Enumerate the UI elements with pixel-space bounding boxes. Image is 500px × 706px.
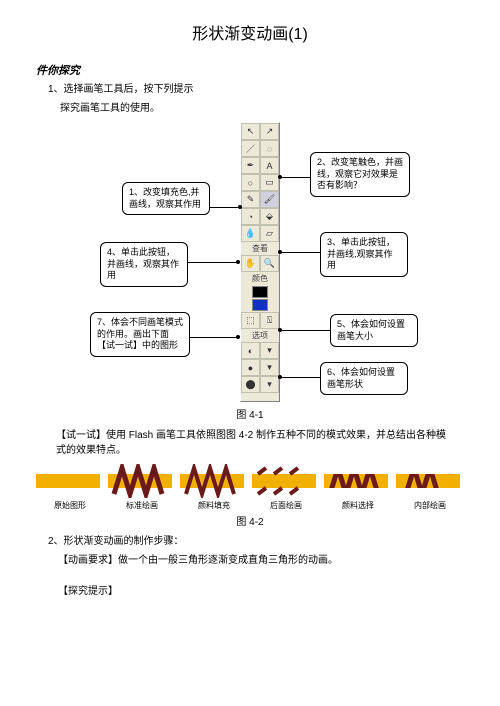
view-label: 查看 xyxy=(241,242,279,255)
callout-7: 7、体会不同画笔模式的作用。画出下面【试一试】中的图形 xyxy=(90,312,190,357)
sample-label-1: 标准绘画 xyxy=(108,500,176,511)
lasso-icon: ◌ xyxy=(260,140,279,157)
sample-3: 后面绘画 xyxy=(252,464,320,511)
node-5 xyxy=(278,328,282,332)
opt2-icon: ▾ xyxy=(260,342,279,359)
conn-4 xyxy=(188,262,238,263)
intro-line-2: 探究画笔工具的使用。 xyxy=(60,101,470,116)
node-2 xyxy=(278,175,282,179)
fig-4-1-caption: 图 4-1 xyxy=(30,406,470,421)
flash-toolbar: ↖↗ ／◌ ✒A ○▭ ✎🖌 ◔⬙ 💧▱ 查看 ✋🔍 颜色 ⬚⍂ 选项 ◐▾ ●… xyxy=(240,122,280,402)
conn-6 xyxy=(280,377,320,378)
node-3 xyxy=(278,250,282,254)
arrow-icon: ↖ xyxy=(241,123,260,140)
stroke-5 xyxy=(396,464,464,498)
intro-line-1: 1、选择画笔工具后，按下列提示 xyxy=(48,82,470,97)
sample-2: 颜料填充 xyxy=(180,464,248,511)
line-icon: ／ xyxy=(241,140,260,157)
sample-label-5: 内部绘画 xyxy=(396,500,464,511)
nocolor-icon: ⍂ xyxy=(260,312,279,329)
brush-mode-samples: 原始图形 标准绘画 颜料填充 后面绘画 颜料选择 xyxy=(36,464,464,511)
sample-label-4: 颜料选择 xyxy=(324,500,392,511)
inkbottle-icon: ◔ xyxy=(241,208,260,225)
node-1 xyxy=(238,205,242,209)
sample-5: 内部绘画 xyxy=(396,464,464,511)
opt1-icon: ◐ xyxy=(241,342,260,359)
hand-icon: ✋ xyxy=(241,255,260,272)
swap-icon: ⬚ xyxy=(241,312,260,329)
stroke-swatch xyxy=(252,286,268,298)
conn-2 xyxy=(280,177,310,178)
conn-3 xyxy=(280,252,320,253)
explore-hint: 【探究提示】 xyxy=(58,584,470,599)
section-header: 件你探究 xyxy=(36,62,470,78)
subselect-icon: ↗ xyxy=(260,123,279,140)
sample-0: 原始图形 xyxy=(36,464,104,511)
try-it-text: 【试一试】使用 Flash 画笔工具依照图图 4-2 制作五种不同的模式效果，并… xyxy=(56,428,450,458)
dropdown2-icon: ▾ xyxy=(260,376,279,393)
stroke-2 xyxy=(180,464,248,498)
fill-swatch xyxy=(252,299,268,311)
dropdown-icon: ▾ xyxy=(260,359,279,376)
callout-6: 6、体会如何设置画笔形状 xyxy=(320,362,408,395)
options-label: 选项 xyxy=(241,329,279,342)
brushsize-icon: ● xyxy=(241,359,260,376)
bucket-icon: ⬙ xyxy=(260,208,279,225)
rect-icon: ▭ xyxy=(260,174,279,191)
sample-4: 颜料选择 xyxy=(324,464,392,511)
callout-4: 4、单击此按钮，并画线，观察其作用 xyxy=(100,242,188,287)
zoom-icon: 🔍 xyxy=(260,255,279,272)
stroke-3 xyxy=(252,464,320,498)
text-icon: A xyxy=(260,157,279,174)
fig-4-2-caption: 图 4-2 xyxy=(30,513,470,528)
brush-icon: 🖌 xyxy=(260,191,279,208)
sample-label-3: 后面绘画 xyxy=(252,500,320,511)
callout-1: 1、改变填充色,并画线，观察其作用 xyxy=(122,182,210,215)
pen-icon: ✒ xyxy=(241,157,260,174)
conn-5 xyxy=(280,330,330,331)
pencil-icon: ✎ xyxy=(241,191,260,208)
dropper-icon: 💧 xyxy=(241,225,260,242)
callout-2: 2、改变笔触色，并画线，观察它对效果是否有影响？ xyxy=(310,152,410,197)
sample-1: 标准绘画 xyxy=(108,464,176,511)
node-4 xyxy=(236,260,240,264)
animation-requirement: 【动画要求】做一个由一般三角形逐渐变成直角三角形的动画。 xyxy=(58,553,470,568)
brushshape-icon: ⬤ xyxy=(241,376,260,393)
stroke-4 xyxy=(324,464,392,498)
sample-label-0: 原始图形 xyxy=(36,500,104,511)
page-title: 形状渐变动画(1) xyxy=(30,20,470,44)
sample-label-2: 颜料填充 xyxy=(180,500,248,511)
node-7 xyxy=(236,335,240,339)
toolbar-diagram: ↖↗ ／◌ ✒A ○▭ ✎🖌 ◔⬙ 💧▱ 查看 ✋🔍 颜色 ⬚⍂ 选项 ◐▾ ●… xyxy=(30,122,470,422)
step-heading: 2、形状渐变动画的制作步骤： xyxy=(48,534,470,549)
callout-3: 3、单击此按钮，并画线,观察其作用 xyxy=(320,232,408,277)
conn-7 xyxy=(190,337,238,338)
conn-1 xyxy=(210,207,240,208)
node-6 xyxy=(278,375,282,379)
callout-5: 5、体会如何设置画笔大小 xyxy=(330,314,418,347)
eraser-icon: ▱ xyxy=(260,225,279,242)
oval-icon: ○ xyxy=(241,174,260,191)
color-label: 颜色 xyxy=(241,272,279,285)
stroke-1 xyxy=(108,464,176,498)
